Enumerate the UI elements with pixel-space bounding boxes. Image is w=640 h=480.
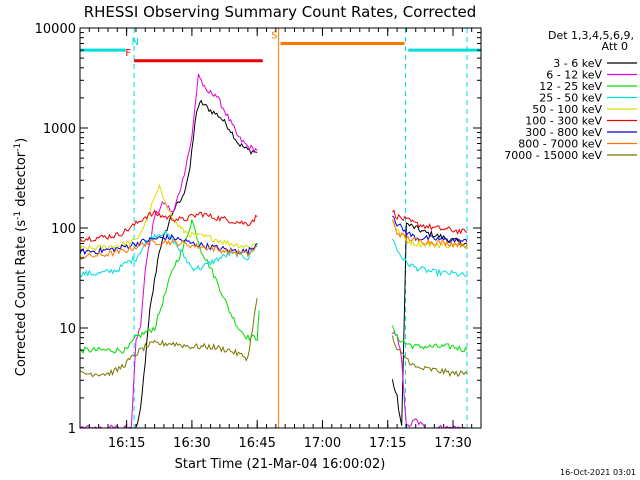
- series-line-3-6-kev-0: [135, 99, 258, 428]
- chart-title: RHESSI Observing Summary Count Rates, Co…: [84, 3, 477, 21]
- interval-label-n: N: [131, 37, 138, 48]
- interval-label-f: F: [125, 48, 131, 59]
- x-tick-label-3: 17:00: [304, 436, 341, 451]
- series-line-12-25-kev-1: [391, 325, 468, 353]
- series-line-25-50-kev-0: [79, 229, 258, 278]
- legend-label-300-800-kev: 300 - 800 keV: [525, 126, 602, 139]
- y-tick-label-1: 10: [59, 322, 76, 337]
- legend-header-line-1: Det 1,3,4,5,6,9,: [548, 29, 634, 42]
- x-tick-label-1: 16:30: [173, 436, 210, 451]
- series-100-300-kev: [79, 209, 468, 243]
- generation-timestamp: 16-Oct-2021 03:01: [560, 468, 636, 477]
- series-lines: [79, 73, 468, 429]
- legend-label-800-7000-kev: 800 - 7000 keV: [518, 138, 602, 151]
- legend-label-25-50-kev: 25 - 50 keV: [539, 92, 602, 105]
- series-line-50-100-kev-1: [391, 220, 468, 250]
- interval-label-s: S: [271, 30, 277, 41]
- y-axis-label: Corrected Count Rate (s-1 detector-1): [13, 138, 29, 376]
- x-tick-label-5: 17:30: [434, 436, 471, 451]
- x-tick-label-0: 16:15: [108, 436, 145, 451]
- x-axis-label: Start Time (21-Mar-04 16:00:02): [175, 457, 386, 472]
- x-tick-label-2: 16:45: [238, 436, 275, 451]
- legend-label-12-25-kev: 12 - 25 keV: [539, 80, 602, 93]
- y-tick-label-0: 1: [68, 422, 76, 437]
- series-line-12-25-kev-0: [79, 219, 260, 355]
- series-50-100-kev: [79, 183, 468, 252]
- legend-header-line-2: Att 0: [602, 40, 628, 53]
- series-800-7000-kev: [79, 219, 468, 260]
- y-tick-label-2: 100: [51, 222, 76, 237]
- series-line-7000-15000-kev-1: [391, 335, 468, 378]
- series-line-100-300-kev-0: [79, 209, 258, 243]
- y-tick-label-3: 1000: [43, 122, 76, 137]
- legend-label-7000-15000-kev: 7000 - 15000 keV: [504, 149, 602, 162]
- legend-label-3-6-kev: 3 - 6 keV: [553, 57, 602, 70]
- x-tick-label-4: 17:15: [369, 436, 406, 451]
- legend-label-6-12-kev: 6 - 12 keV: [546, 69, 602, 82]
- series-line-100-300-kev-1: [392, 209, 468, 236]
- axes: 1 10 100 1000 10000 16:15 16:30 16:45 17:00 17:15…: [35, 22, 482, 451]
- series-line-50-100-kev-0: [79, 183, 258, 252]
- legend-label-100-300-kev: 100 - 300 keV: [525, 115, 602, 128]
- series-12-25-kev: [79, 219, 468, 355]
- legend-label-50-100-kev: 50 - 100 keV: [532, 103, 602, 116]
- series-7000-15000-kev: [79, 297, 468, 378]
- series-25-50-kev: [79, 229, 468, 278]
- y-tick-label-4: 10000: [35, 22, 76, 37]
- observing-intervals: NF S: [80, 30, 481, 63]
- series-line-800-7000-kev-1: [391, 219, 468, 249]
- series-line-800-7000-kev-0: [79, 239, 258, 260]
- series-line-300-800-kev-0: [79, 233, 258, 257]
- series-line-25-50-kev-1: [392, 238, 468, 278]
- series-line-7000-15000-kev-0: [79, 297, 258, 378]
